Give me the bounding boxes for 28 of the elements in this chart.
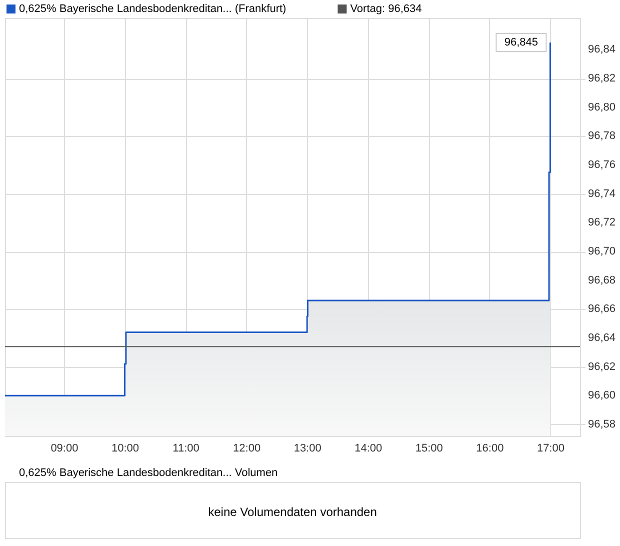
x-tick-label: 12:00 [233, 442, 261, 454]
y-tick-label: 96,64 [588, 332, 616, 344]
text: 0,625% Bayerische Landesbodenkreditan... Volumen [19, 467, 278, 479]
y-tick-label: 96,84 [588, 44, 616, 56]
legend-label: Vortag: 96,634 [350, 3, 422, 15]
x-tick-label: 17:00 [536, 442, 564, 454]
x-tick-label: 15:00 [415, 442, 443, 454]
y-tick-label: 96,82 [588, 72, 616, 85]
y-tick-label: 96,66 [588, 303, 616, 316]
y-tick-label: 96,80 [588, 101, 616, 114]
y-tick-label: 96,72 [588, 216, 616, 229]
annotation: 96,845 [504, 36, 538, 49]
y-tick-label: 96,58 [588, 418, 616, 430]
x-tick-label: 09:00 [50, 442, 78, 454]
text: keine Volumendaten vorhanden [208, 505, 377, 519]
x-tick-label: 13:00 [294, 442, 322, 454]
y-tick-label: 96,76 [588, 159, 616, 172]
y-tick-label: 96,78 [588, 130, 616, 142]
x-tick-label: 10:00 [111, 442, 140, 454]
y-tick-label: 96,60 [588, 390, 616, 402]
x-tick-label: 16:00 [476, 442, 504, 454]
x-tick-label: 11:00 [172, 442, 200, 454]
x-tick-label: 14:00 [354, 442, 382, 454]
y-tick-label: 96,70 [588, 246, 616, 258]
y-tick-label: 96,62 [588, 360, 616, 373]
legend-label: 0,625% Bayerische Landesbodenkreditan... (Frankfurt) [19, 3, 286, 15]
y-tick-label: 96,68 [588, 274, 616, 286]
y-tick-label: 96,74 [588, 188, 616, 200]
